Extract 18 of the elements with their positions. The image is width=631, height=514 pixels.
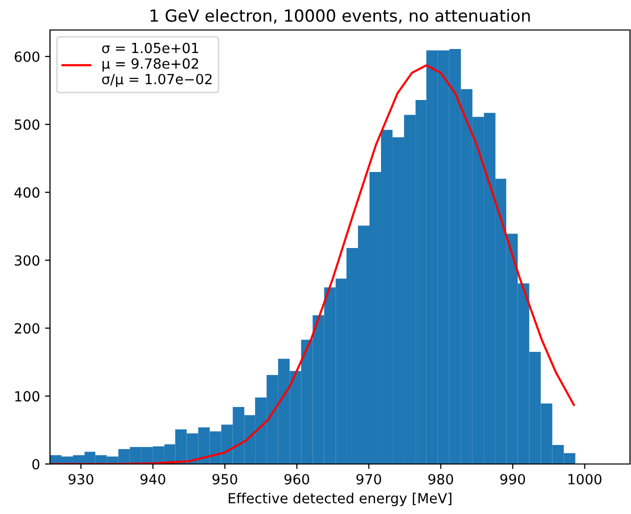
x-tick-label: 980 [428, 474, 454, 484]
y-tick-label: 300 [14, 255, 40, 266]
x-tick-label: 940 [140, 474, 166, 484]
y-tick-label: 600 [14, 51, 40, 62]
chart-title: 1 GeV electron, 10000 events, no attenuation [150, 9, 530, 24]
x-tick-label: 950 [212, 474, 238, 484]
x-tick-label: 960 [284, 474, 310, 484]
y-tick-label: 200 [14, 323, 40, 334]
y-tick-label: 400 [14, 187, 40, 198]
x-tick-label: 990 [500, 474, 526, 484]
y-tick-label: 500 [14, 119, 40, 130]
y-tick-label: 100 [15, 391, 40, 402]
y-tick-label: 0 [32, 458, 40, 470]
x-axis-title: Effective detected energy [MeV] [228, 492, 452, 506]
legend-label: σ = 1.05e+01 μ = 9.78e+02 σ/μ = 1.07e−02 [102, 42, 212, 88]
x-tick-label: 1000 [568, 474, 602, 484]
x-tick-label: 970 [356, 474, 382, 484]
x-tick-label: 930 [68, 474, 94, 484]
